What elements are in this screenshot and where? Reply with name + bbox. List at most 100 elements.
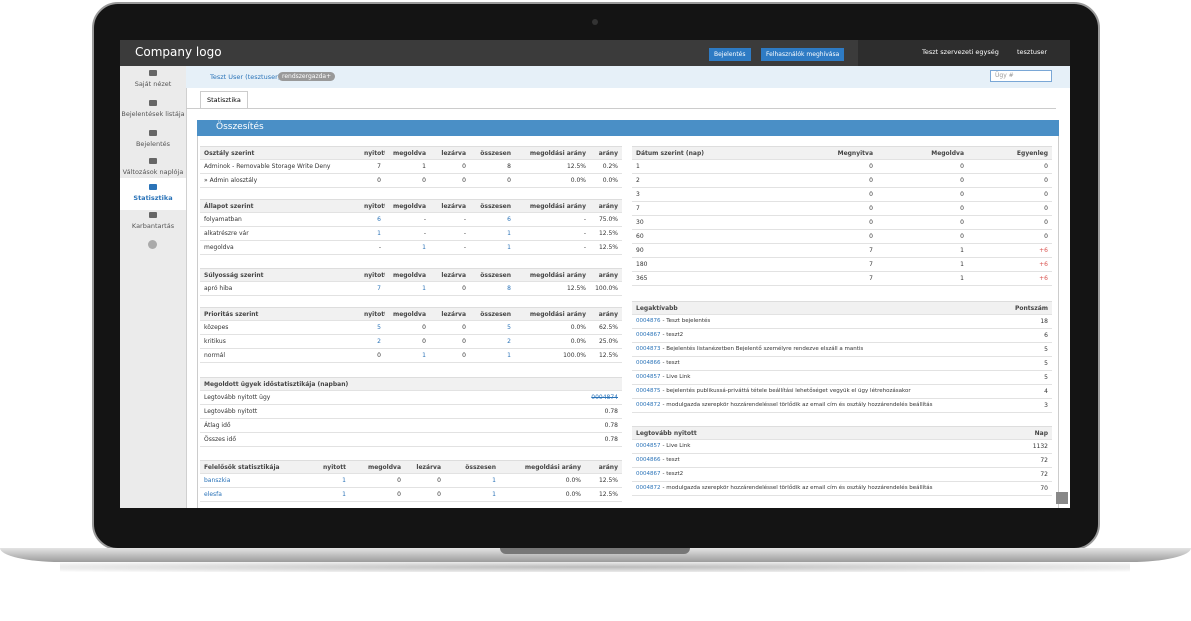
table-cell[interactable]: 5 [377,324,381,331]
link-cell: 0004857- Live Link [632,440,988,453]
nav-icon [149,212,157,218]
nav-label: Bejelentés [135,140,171,148]
issue-link[interactable]: 0004866 [636,457,661,463]
table-header: Prioritás szerint nyitott megoldva lezárva ö… [200,307,622,321]
nav-item[interactable]: Bejelentés [120,130,186,148]
nav-item[interactable]: Bejelentések listája [120,100,186,118]
user-name[interactable]: Teszt User (tesztuser) [210,73,281,81]
collapse-button[interactable] [148,240,157,249]
user-menu[interactable]: tesztuser [1017,48,1048,56]
laptop-base [0,548,1191,562]
header-cell: összesen [480,150,511,157]
table-row: 0004857- Live Link 1132 [632,440,1052,454]
bottom-bezel [96,508,1096,546]
table-cell[interactable]: 1 [507,244,511,251]
issue-title: - Live Link [662,374,691,380]
sidebar [120,66,187,508]
table-cell: +6 [1039,275,1048,282]
header-cell: lezárva [416,464,441,471]
table-cell[interactable]: 1 [422,352,426,359]
table-cell[interactable]: 6 [377,216,381,223]
table-cell: 1132 [1032,443,1048,450]
table-cell[interactable]: 1 [492,477,496,484]
table-cell: 1 [960,247,964,254]
table-cell: normál [204,352,226,359]
table-cell: 0 [507,177,511,184]
issue-link[interactable]: 0004857 [636,374,661,380]
nav-item[interactable]: Karbantartás [120,212,186,230]
table-cell: 0 [869,191,873,198]
userbar [186,66,1070,88]
table-row: Adminok - Removable Storage Write Deny 7 1… [200,160,622,174]
table-cell[interactable]: 1 [342,491,346,498]
table-cell[interactable]: elesfa [204,491,222,498]
issue-link[interactable]: 0004872 [636,485,661,491]
table-cell: 5 [1044,374,1048,381]
header-cell: arány [598,203,618,210]
header-cell: Megoldva [931,150,964,157]
header-cell: arány [598,311,618,318]
table-cell: 0 [869,233,873,240]
table-cell: Legtovább nyitott ügy [204,394,271,401]
link-cell: 0004866- teszt [632,357,988,370]
header-cell: megoldási arány [529,311,586,318]
table-cell: Legtovább nyitott [204,408,258,415]
table-cell: 0 [462,285,466,292]
nav-label: Saját nézet [134,80,172,88]
table-row: 0004857- Live Link 5 [632,371,1052,385]
unit-menu[interactable]: Teszt szervezeti egység [922,48,999,56]
table-cell[interactable]: 1 [422,285,426,292]
tab[interactable]: Statisztika [200,91,248,109]
issue-link[interactable]: 0004876 [636,318,661,324]
table-cell: - [583,244,586,251]
search-box[interactable]: Ügy # [990,70,1052,82]
table-cell[interactable]: 1 [422,244,426,251]
table-cell[interactable]: banszkia [204,477,231,484]
header-cell: arány [598,150,618,157]
header-cell: nyitott [364,311,385,318]
table-cell[interactable]: 2 [377,338,381,345]
issue-link[interactable]: 0004866 [636,360,661,366]
shadow [60,562,1130,572]
issue-link[interactable]: 0004867 [636,332,661,338]
table-cell: 0 [462,324,466,331]
nav-item[interactable]: Statisztika [120,184,186,202]
scroll-top[interactable] [1056,492,1068,504]
nav-item[interactable]: Saját nézet [120,70,186,88]
table-cell[interactable]: 1 [492,491,496,498]
nav-item[interactable]: Változások naplója [120,158,186,176]
issue-link[interactable]: 0004875 [636,388,661,394]
table-cell: 0.0% [602,177,618,184]
table-cell[interactable]: 2 [507,338,511,345]
table-cell[interactable]: 1 [377,230,381,237]
issue-link[interactable]: 0004873 [636,346,661,352]
table-cell[interactable]: 1 [507,352,511,359]
nav-label: Változások naplója [122,168,184,176]
header-cell: Legaktívabb [636,305,678,312]
table-cell: 0 [869,219,873,226]
table-cell[interactable]: 8 [507,285,511,292]
issue-title: - bejelentés publikussá-priváttá tétele … [662,388,911,394]
table-row: Legtovább nyitott ügy 0004874 [200,391,622,405]
issue-title: - teszt [662,457,680,463]
table-cell: 1 [960,275,964,282]
button[interactable]: Bejelentés [709,48,751,61]
header-cell: Legtovább nyitott [636,430,697,437]
table-cell[interactable]: 7 [377,285,381,292]
header-cell: megoldva [392,311,426,318]
header-cell: nyitott [323,464,346,471]
table-cell[interactable]: 6 [507,216,511,223]
table-cell: 7 [377,163,381,170]
issue-link[interactable]: 0004857 [636,443,661,449]
button[interactable]: Felhasználók meghívása [761,48,845,61]
issue-link[interactable]: 0004872 [636,402,661,408]
table-cell[interactable]: 5 [507,324,511,331]
table-cell: 0 [1044,163,1048,170]
table-cell[interactable]: 1 [507,230,511,237]
table-cell[interactable]: 1 [342,477,346,484]
issue-link[interactable]: 0004867 [636,471,661,477]
link-cell: 0004867- teszt2 [632,329,988,342]
header-cell: nyitott [364,150,385,157]
table-cell: 0.0% [570,324,586,331]
